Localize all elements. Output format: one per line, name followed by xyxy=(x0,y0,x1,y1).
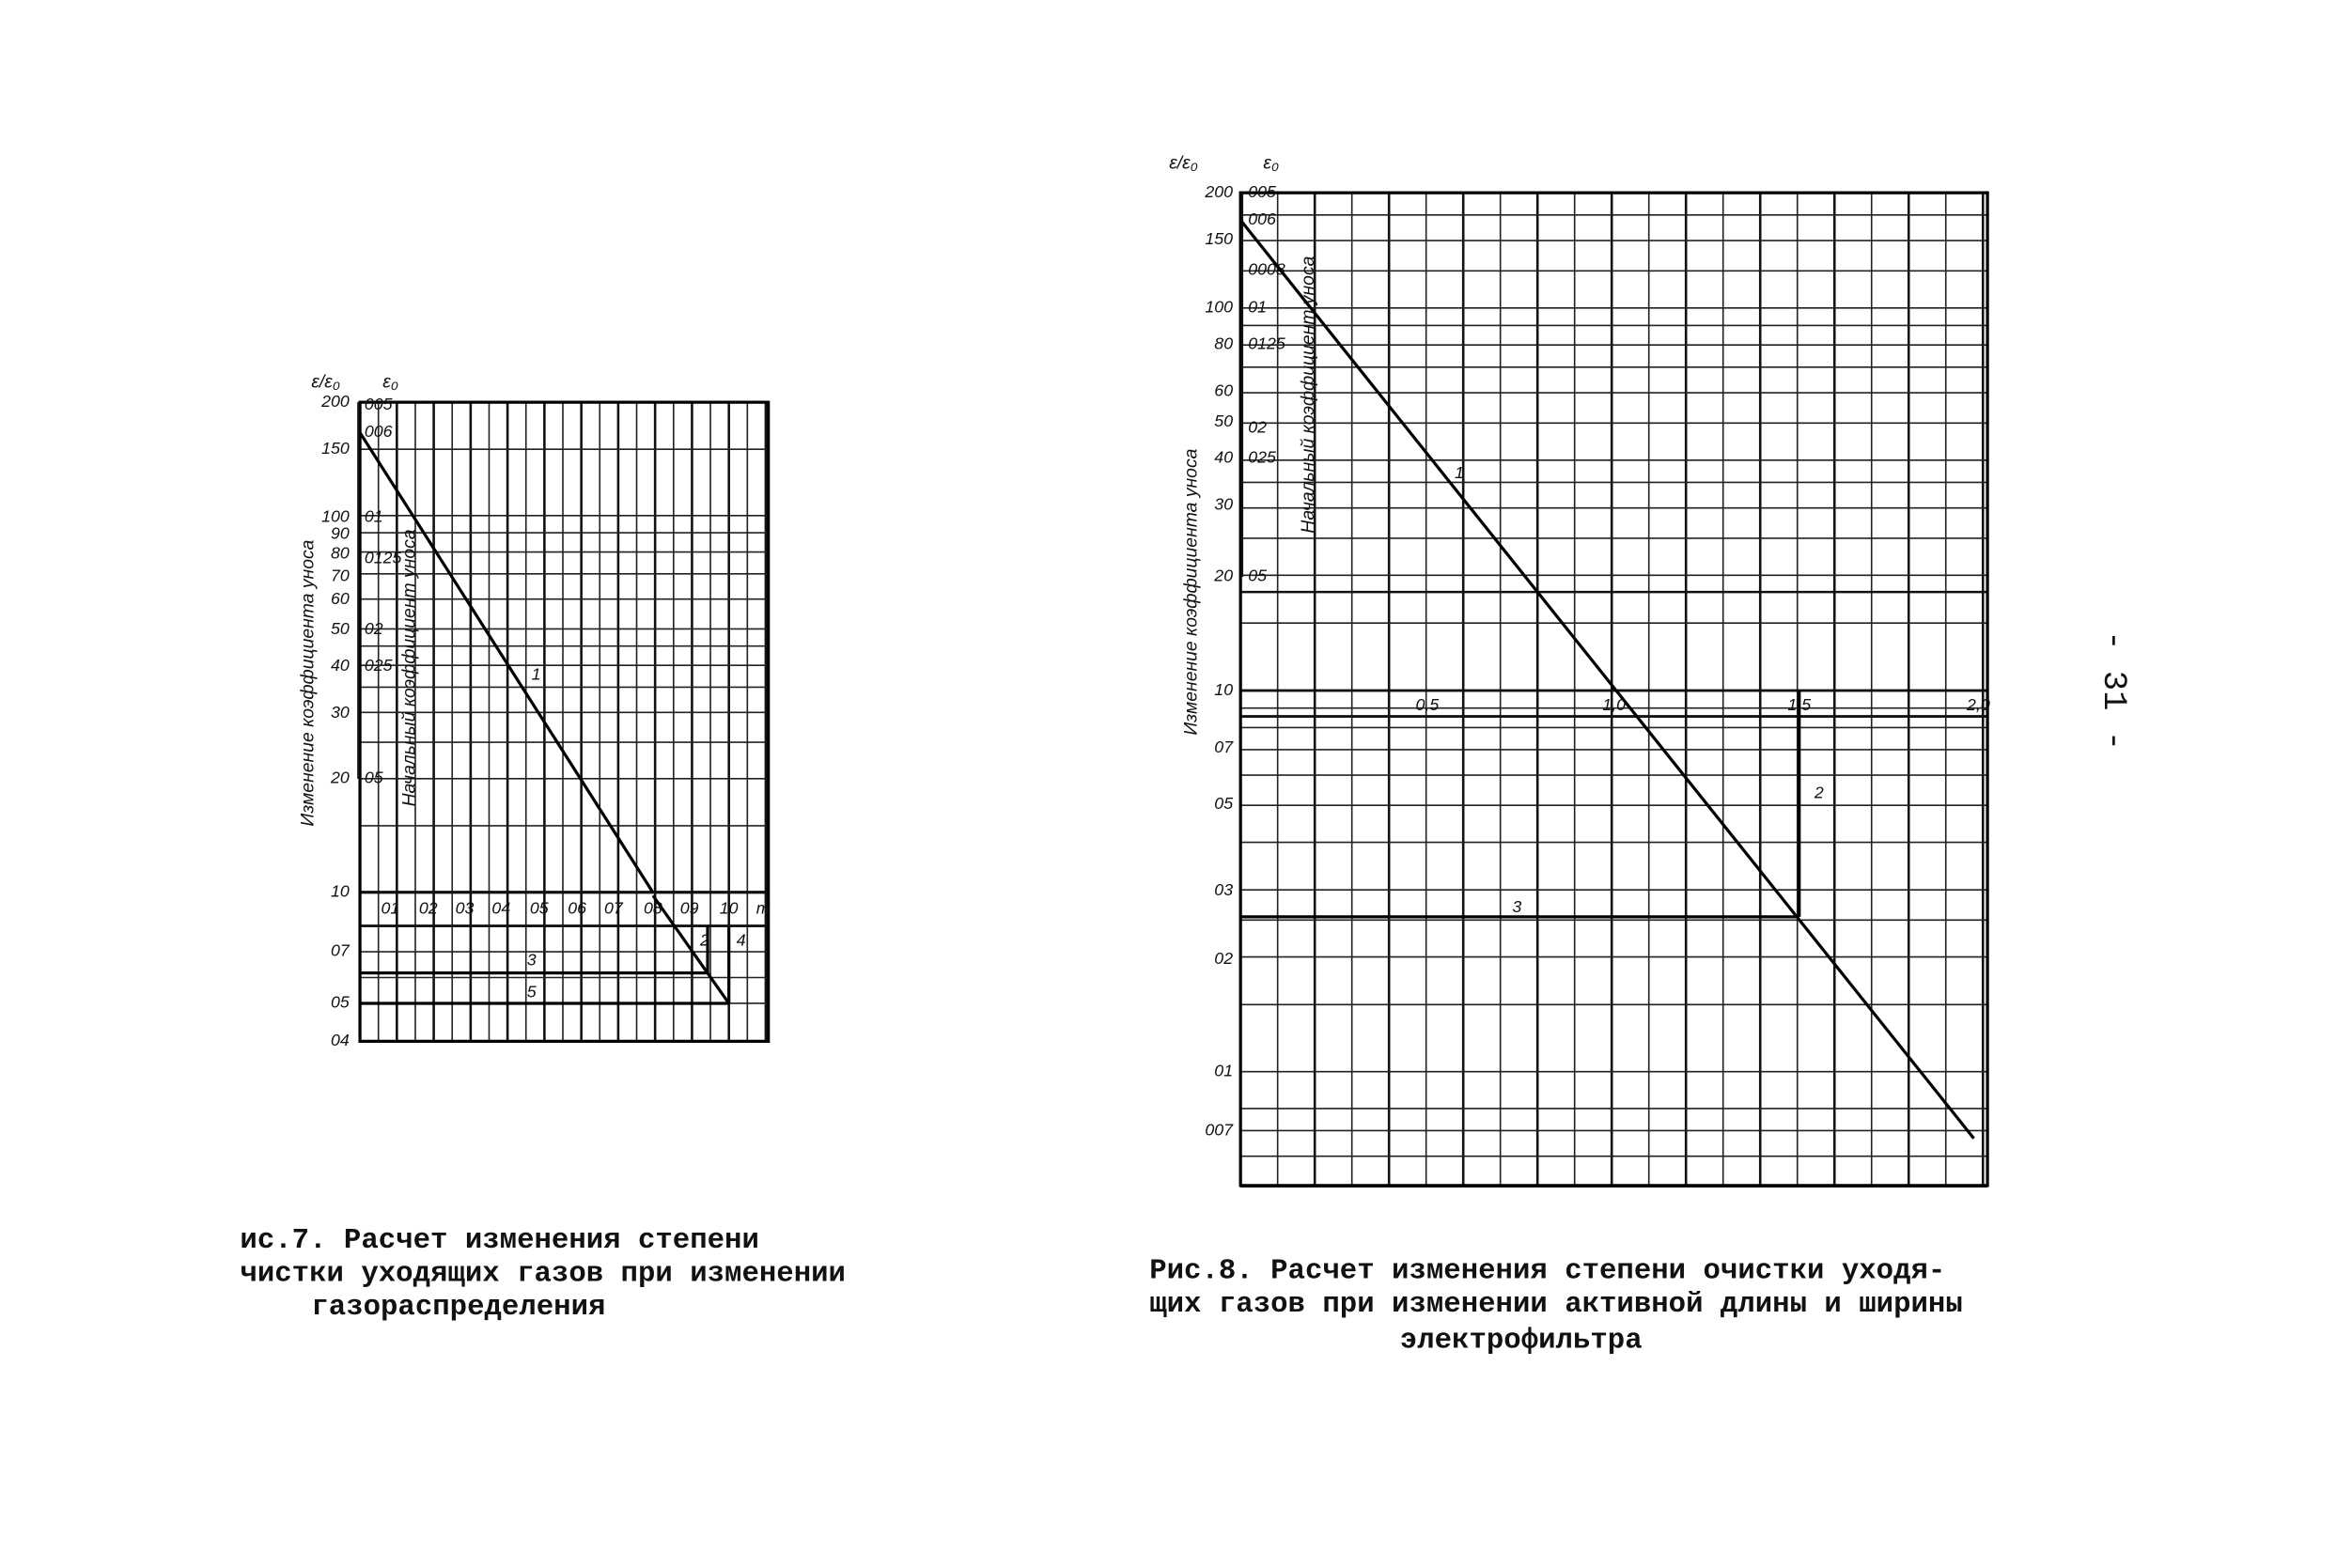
coef-symbol: ε₀ xyxy=(1263,153,1279,174)
x-unit: m xyxy=(756,898,771,917)
inner-axis-title: Начальный коэффициент уноса xyxy=(1298,256,1318,533)
ratio-tick-label: 150 xyxy=(321,439,350,458)
coef-tick-label: 006 xyxy=(1248,210,1276,228)
coef-tick-label: 0125 xyxy=(365,548,402,567)
ratio-tick-label: 80 xyxy=(1214,334,1233,352)
ratio-tick-label: 03 xyxy=(1214,880,1233,899)
ratio-tick-label: 50 xyxy=(1214,411,1233,430)
ratio-tick-label: 04 xyxy=(331,1031,350,1049)
ratio-tick-label: 10 xyxy=(1214,680,1233,699)
ratio-tick-label: 01 xyxy=(1214,1061,1233,1079)
ratio-tick-label: 200 xyxy=(1204,182,1233,201)
ratio-tick-label: 20 xyxy=(330,768,350,787)
coef-tick-label: 01 xyxy=(365,507,383,526)
x-tick-label: 01 xyxy=(382,898,400,917)
line-label: 1 xyxy=(1455,463,1464,482)
ratio-tick-label: 20 xyxy=(1213,567,1233,585)
x-tick-label: 08 xyxy=(644,898,662,917)
x-tick-label: 05 xyxy=(530,898,549,917)
ratio-tick-label: 07 xyxy=(331,941,350,960)
caption-line: электрофильтра xyxy=(1400,1325,1643,1358)
coef-tick-label: 006 xyxy=(365,422,393,441)
ratio-tick-label: 40 xyxy=(1214,448,1233,467)
y-axis-title: Изменение коэффициента уноса xyxy=(1181,448,1202,735)
grid-frame xyxy=(358,400,771,1043)
ratio-tick-label: 07 xyxy=(1214,737,1234,756)
x-tick-label: 10 xyxy=(720,898,739,917)
line-label: 5 xyxy=(527,982,537,1001)
ratio-tick-label: 200 xyxy=(320,392,350,411)
nomogram-line xyxy=(358,431,655,893)
ratio-tick-label: 30 xyxy=(331,703,350,722)
ratio-symbol: ε/ε₀ xyxy=(1169,153,1198,174)
coef-symbol: ε₀ xyxy=(382,371,398,392)
line-label: 4 xyxy=(737,930,746,949)
coef-tick-label: 0125 xyxy=(1248,334,1285,352)
ratio-tick-label: 05 xyxy=(331,993,350,1012)
caption-line: щих газов при изменении активной длины и… xyxy=(1149,1288,1963,1321)
ratio-tick-label: 60 xyxy=(331,589,350,608)
x-tick-label: 02 xyxy=(419,898,438,917)
ratio-tick-label: 30 xyxy=(1214,495,1233,514)
inner-axis-title: Начальный коэффициент уноса xyxy=(399,529,420,806)
ratio-tick-label: 100 xyxy=(1205,298,1233,317)
x-tick-label: 1,0 xyxy=(1602,695,1626,714)
x-tick-label: 2,0 xyxy=(1966,695,1990,714)
x-tick-label: 0,5 xyxy=(1416,695,1440,714)
ratio-tick-label: 50 xyxy=(331,619,350,638)
nomogram-line xyxy=(651,894,731,1004)
caption-line: газораспределения xyxy=(311,1291,605,1324)
caption-line: чистки уходящих газов при изменении xyxy=(240,1258,846,1291)
ratio-tick-label: 10 xyxy=(331,882,350,901)
ratio-tick-label: 80 xyxy=(331,543,350,562)
coef-tick-label: 02 xyxy=(365,619,383,638)
line-label: 3 xyxy=(527,950,537,969)
ratio-tick-label: 150 xyxy=(1205,229,1233,248)
coef-tick-label: 01 xyxy=(1248,298,1267,317)
coef-tick-label: 005 xyxy=(1248,182,1276,201)
x-tick-label: 07 xyxy=(604,898,624,917)
caption-line: ис.7. Расчет изменения степени xyxy=(240,1224,758,1257)
ratio-tick-label: 60 xyxy=(1214,381,1233,400)
line-label: 1 xyxy=(532,665,541,684)
x-tick-label: 09 xyxy=(680,898,699,917)
ratio-tick-label: 007 xyxy=(1205,1120,1234,1139)
coef-tick-label: 02 xyxy=(1248,417,1267,436)
ratio-symbol: ε/ε₀ xyxy=(311,371,340,392)
coef-tick-label: 025 xyxy=(365,656,393,675)
ratio-tick-label: 90 xyxy=(331,523,350,542)
ratio-tick-label: 100 xyxy=(321,507,350,526)
ratio-tick-label: 40 xyxy=(331,656,350,675)
line-label: 2 xyxy=(1814,784,1824,802)
page-number: - 31 - xyxy=(2095,630,2133,751)
line-label: 2 xyxy=(699,930,709,949)
grid-frame xyxy=(1238,191,1989,1188)
coef-tick-label: 05 xyxy=(365,768,383,787)
y-axis-title: Изменение коэффициента уноса xyxy=(297,539,318,826)
ratio-tick-label: 02 xyxy=(1214,949,1233,968)
caption-line: Рис.8. Расчет изменения степени очистки … xyxy=(1149,1254,1945,1287)
x-tick-label: 03 xyxy=(456,898,475,917)
coef-tick-label: 025 xyxy=(1248,448,1276,467)
coef-tick-label: 005 xyxy=(365,395,393,413)
ratio-tick-label: 05 xyxy=(1214,794,1233,813)
line-label: 3 xyxy=(1512,897,1521,916)
x-tick-label: 04 xyxy=(491,898,510,917)
ratio-tick-label: 70 xyxy=(331,567,350,585)
x-tick-label: 06 xyxy=(568,898,586,917)
coef-tick-label: 05 xyxy=(1248,567,1267,585)
nomogram-line xyxy=(1238,219,1975,1140)
